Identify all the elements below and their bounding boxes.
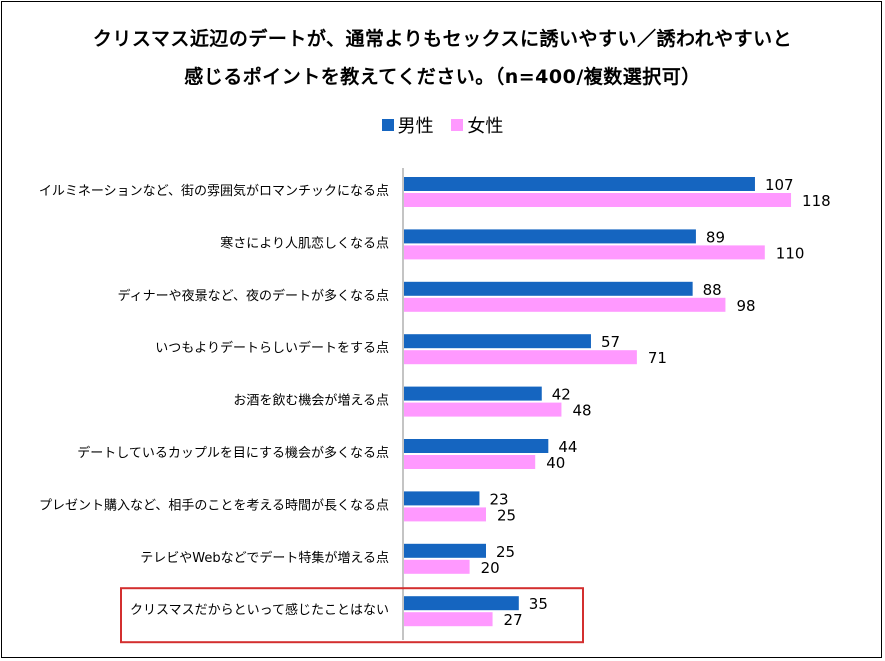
bar-female-3: [404, 350, 637, 365]
bar-female-8: [404, 612, 493, 627]
bar-female-7: [404, 559, 470, 574]
bar-male-1: [404, 229, 696, 244]
value-label-female-5: 40: [546, 454, 565, 472]
bar-male-3: [404, 334, 591, 349]
legend-item-male: 男性: [381, 112, 434, 138]
legend-item-female: 女性: [451, 112, 503, 138]
value-label-female-4: 48: [572, 402, 591, 420]
chart-title-line-1: クリスマス近辺のデートが、通常よりもセックスに誘いやすい／誘われやすいと: [92, 28, 793, 50]
chart-title-line-2: 感じるポイントを教えてください。（n=400/複数選択可）: [184, 66, 701, 88]
bar-female-6: [404, 507, 486, 522]
category-label-8: クリスマスだからといって感じたことはない: [130, 602, 389, 618]
category-label-4: お酒を飲む機会が増える点: [233, 393, 389, 409]
bar-female-5: [404, 455, 536, 469]
category-label-5: デートしているカップルを目にする機会が多くなる点: [77, 445, 389, 461]
value-label-male-5: 44: [558, 438, 577, 456]
category-label-2: ディナーや夜景など、夜のデートが多くなる点: [118, 288, 389, 304]
bar-female-1: [404, 245, 765, 260]
category-label-0: イルミネーションなど、街の雰囲気がロマンチックになる点: [39, 183, 389, 199]
legend-label-male: 男性: [397, 116, 434, 137]
bar-male-0: [404, 177, 755, 191]
value-label-male-6: 23: [489, 490, 508, 508]
value-label-female-7: 20: [481, 559, 500, 577]
value-label-male-8: 35: [529, 595, 548, 613]
legend: 男性 女性: [0, 112, 885, 138]
value-label-female-3: 71: [648, 349, 667, 367]
value-label-male-1: 89: [706, 228, 725, 246]
category-label-3: いつもよりデートらしいデートをする点: [155, 340, 389, 356]
value-label-male-3: 57: [601, 333, 620, 351]
bar-female-0: [404, 193, 792, 207]
value-label-female-0: 118: [802, 192, 831, 210]
bar-male-8: [404, 596, 519, 611]
value-label-male-4: 42: [552, 386, 571, 404]
bar-male-7: [404, 543, 486, 558]
bar-male-2: [404, 281, 693, 296]
category-label-6: プレゼント購入など、相手のことを考える時間が長くなる点: [39, 498, 389, 513]
bar-male-5: [404, 439, 549, 453]
category-label-7: テレビやWebなどでデート特集が増える点: [140, 550, 389, 566]
highlight-box: [120, 587, 584, 644]
bar-male-4: [404, 386, 542, 401]
bar-female-4: [404, 402, 562, 417]
value-label-female-1: 110: [776, 244, 805, 262]
value-label-female-8: 27: [504, 611, 523, 629]
legend-swatch-male: [381, 119, 394, 131]
category-label-1: 寒さにより人肌恋しくなる点: [220, 235, 389, 251]
value-label-female-6: 25: [497, 506, 516, 524]
value-label-male-0: 107: [765, 176, 794, 194]
bar-female-2: [404, 297, 726, 312]
legend-swatch-female: [451, 119, 464, 131]
value-label-male-7: 25: [496, 543, 515, 561]
value-label-female-2: 98: [736, 297, 755, 315]
bar-male-6: [404, 491, 480, 506]
legend-label-female: 女性: [467, 116, 504, 137]
value-label-male-2: 88: [703, 281, 722, 299]
